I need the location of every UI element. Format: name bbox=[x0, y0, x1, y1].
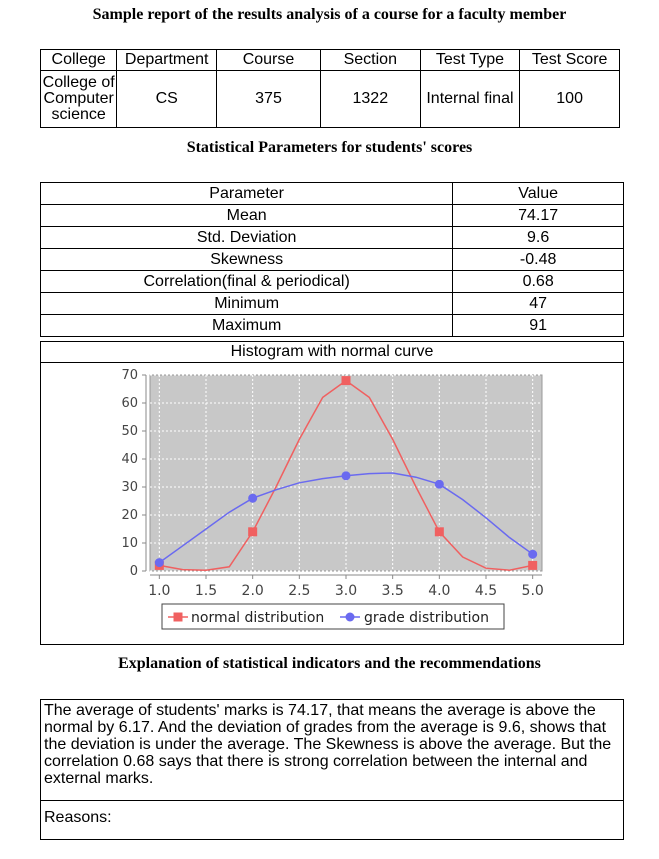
explanation-heading: Explanation of statistical indicators an… bbox=[118, 655, 541, 672]
histogram-title: Histogram with normal curve bbox=[230, 343, 434, 360]
value-section: 1322 bbox=[319, 70, 421, 128]
header-college: College bbox=[39, 49, 118, 71]
histogram-chart: 0 10 20 30 40 50 60 70 1.0 1.5 2.0 2.5 3.0 3.5 4.0 4.5 5… bbox=[121, 368, 544, 630]
value-test-score: 100 bbox=[519, 70, 620, 128]
data-point-grade bbox=[154, 558, 164, 568]
stats-param: Correlation(final & periodical) bbox=[39, 270, 454, 293]
data-point-normal bbox=[528, 560, 538, 570]
reasons-label: Reasons: bbox=[44, 809, 112, 826]
stats-param: Mean bbox=[39, 204, 454, 227]
stats-header-value: Value bbox=[452, 182, 624, 205]
data-point-grade bbox=[248, 493, 258, 503]
legend-marker-normal bbox=[173, 612, 183, 622]
data-point-grade bbox=[528, 549, 538, 559]
stats-row: Std. Deviation 9.6 bbox=[39, 226, 624, 249]
stats-row: Correlation(final & periodical) 0.68 bbox=[39, 270, 624, 293]
y-tick-label: 20 bbox=[121, 508, 138, 523]
y-tick-label: 40 bbox=[121, 452, 138, 467]
stats-param: Skewness bbox=[39, 248, 454, 271]
histogram-panel bbox=[40, 341, 624, 645]
histogram-title-bar: Histogram with normal curve bbox=[40, 341, 624, 363]
y-tick-label: 0 bbox=[130, 564, 138, 579]
stats-heading: Statistical Parameters for students' sco… bbox=[186, 139, 473, 156]
x-tick-label: 4.5 bbox=[475, 583, 497, 599]
stats-row: Mean 74.17 bbox=[39, 204, 624, 227]
data-point-normal bbox=[341, 376, 351, 386]
explanation-text: The average of students' marks is 74.17,… bbox=[44, 702, 612, 787]
y-tick-label: 30 bbox=[121, 480, 138, 495]
value-course: 375 bbox=[216, 70, 321, 128]
data-point-normal bbox=[248, 527, 258, 537]
header-department: Department bbox=[116, 49, 218, 71]
stats-value: 9.6 bbox=[452, 226, 624, 249]
legend-marker-grade bbox=[345, 612, 355, 622]
stats-row: Minimum 47 bbox=[39, 292, 624, 315]
stats-value: 91 bbox=[452, 314, 624, 337]
stats-header-parameter: Parameter bbox=[39, 182, 454, 205]
y-tick-label: 50 bbox=[121, 424, 138, 439]
info-value-row: College of Computer science CS 375 1322 … bbox=[39, 70, 620, 128]
value-test-type: Internal final bbox=[419, 70, 521, 128]
header-course: Course bbox=[216, 49, 321, 71]
value-department: CS bbox=[116, 70, 218, 128]
stats-param: Std. Deviation bbox=[39, 226, 454, 249]
x-tick-label: 4.0 bbox=[428, 583, 450, 599]
legend-label-grade: grade distribution bbox=[364, 610, 489, 626]
header-section: Section bbox=[319, 49, 421, 71]
legend-label-normal: normal distribution bbox=[191, 610, 324, 626]
stats-value: 74.17 bbox=[452, 204, 624, 227]
stats-param: Maximum bbox=[39, 314, 454, 337]
stats-header-row: Parameter Value bbox=[39, 182, 624, 205]
y-tick-label: 70 bbox=[121, 368, 138, 383]
x-tick-label: 2.5 bbox=[288, 583, 310, 599]
report-title: Sample report of the results analysis of… bbox=[92, 6, 567, 23]
stats-table: Parameter Value Mean 74.17 Std. Deviatio… bbox=[39, 182, 624, 337]
x-tick-label: 1.5 bbox=[195, 583, 217, 599]
stats-value: 0.68 bbox=[452, 270, 624, 293]
stats-value: 47 bbox=[452, 292, 624, 315]
y-tick-label: 60 bbox=[121, 396, 138, 411]
data-point-normal bbox=[434, 527, 444, 537]
stats-row: Skewness -0.48 bbox=[39, 248, 624, 271]
course-info-table: College Department Course Section Test T… bbox=[39, 49, 620, 128]
info-header-row: College Department Course Section Test T… bbox=[39, 49, 620, 71]
x-tick-label: 3.5 bbox=[382, 583, 404, 599]
data-point-grade bbox=[434, 479, 444, 489]
stats-param: Minimum bbox=[39, 292, 454, 315]
x-tick-label: 1.0 bbox=[148, 583, 170, 599]
x-tick-label: 2.0 bbox=[242, 583, 264, 599]
legend-box bbox=[161, 603, 505, 630]
x-tick-label: 3.0 bbox=[335, 583, 357, 599]
value-college: College of Computer science bbox=[39, 70, 118, 128]
x-tick-label: 5.0 bbox=[522, 583, 544, 599]
reasons-box: Reasons: bbox=[40, 800, 624, 840]
y-tick-label: 10 bbox=[121, 536, 138, 551]
stats-value: -0.48 bbox=[452, 248, 624, 271]
explanation-box: The average of students' marks is 74.17,… bbox=[40, 699, 624, 801]
header-test-score: Test Score bbox=[519, 49, 620, 71]
data-point-grade bbox=[341, 471, 351, 481]
header-test-type: Test Type bbox=[419, 49, 521, 71]
stats-row: Maximum 91 bbox=[39, 314, 624, 337]
